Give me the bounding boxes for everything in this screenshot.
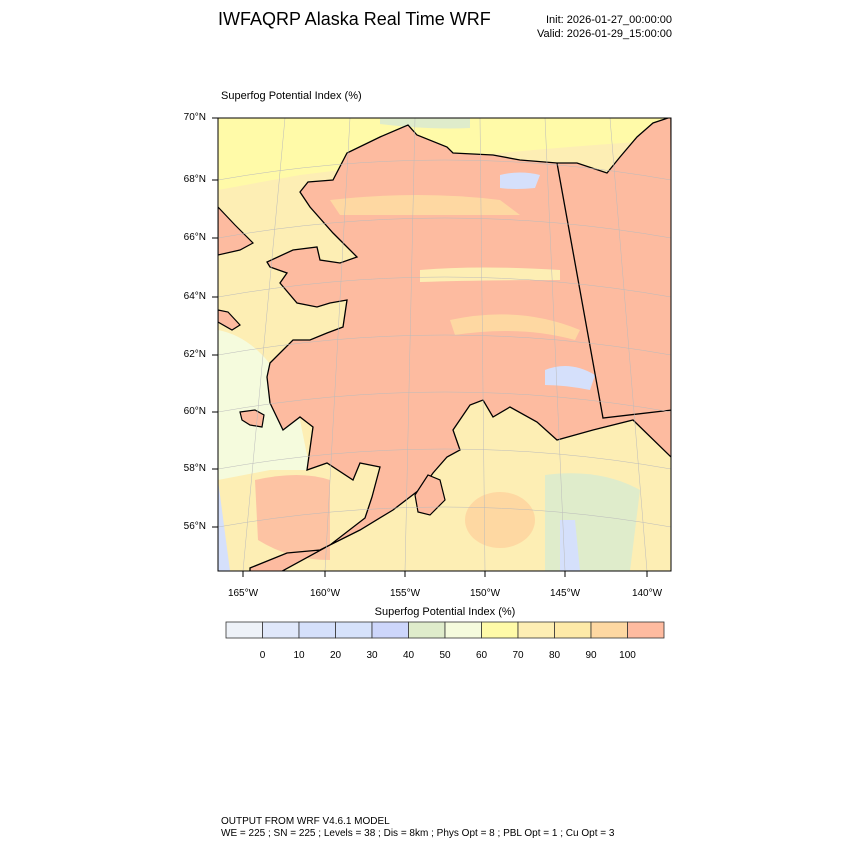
lat-label: 68°N (183, 174, 206, 185)
low-patch (218, 480, 230, 571)
colorbar-label: 80 (548, 650, 561, 661)
lat-label: 58°N (183, 463, 206, 474)
colorbar-swatch (371, 621, 409, 639)
alaska-land (249, 118, 671, 571)
lon-label: 165°W (227, 588, 259, 599)
init-time: Init: 2026-01-27_00:00:00 (546, 14, 672, 26)
gulf-mid-patch (545, 473, 640, 571)
colorbar-label: 50 (439, 650, 451, 661)
kodiak-island (414, 474, 446, 516)
footer-line-2: WE = 225 ; SN = 225 ; Levels = 38 ; Dis … (221, 828, 615, 839)
colorbar-swatch (554, 621, 592, 639)
colorbar-label: 90 (585, 650, 597, 661)
colorbar-label: 70 (512, 650, 524, 661)
gulf-low-patch (560, 520, 580, 571)
lon-label: 150°W (469, 588, 501, 599)
colorbar-title: Superfog Potential Index (%) (374, 606, 516, 618)
lat-label: 64°N (183, 291, 206, 302)
lat-label: 70°N (183, 112, 206, 123)
colorbar-label: 60 (475, 650, 488, 661)
colorbar-swatch (335, 621, 373, 639)
map-frame (217, 117, 672, 572)
land-moderate-band (330, 195, 520, 215)
colorbar-swatch (298, 621, 336, 639)
canada-border (556, 162, 671, 419)
copper-basin-low (545, 366, 595, 390)
lon-label: 145°W (549, 588, 581, 599)
lon-label: 140°W (631, 588, 663, 599)
lon-label: 160°W (309, 588, 341, 599)
colorbar-swatch (627, 621, 665, 639)
valid-time: Valid: 2026-01-29_15:00:00 (537, 28, 672, 40)
colorbar-label: 100 (619, 650, 636, 661)
colorbar-swatch (225, 621, 263, 639)
footer-line-1: OUTPUT FROM WRF V4.6.1 MODEL (221, 816, 390, 827)
bering-light-patch (218, 330, 310, 480)
lat-label: 62°N (183, 349, 206, 360)
graticule (218, 118, 671, 571)
colorbar-swatch (517, 621, 555, 639)
lat-label: 56°N (183, 521, 206, 532)
land-band-2 (450, 314, 580, 340)
lon-label: 155°W (389, 588, 421, 599)
colorbar-swatch (590, 621, 628, 639)
colorbar-swatch (481, 621, 519, 639)
colorbar-label: 10 (293, 650, 305, 661)
field-title: Superfog Potential Index (%) (221, 90, 362, 102)
colorbar (225, 621, 665, 639)
colorbar-swatch (262, 621, 300, 639)
colorbar-label: 30 (366, 650, 378, 661)
lat-label: 60°N (183, 406, 206, 417)
bering-high-patch (255, 475, 330, 560)
plot-title: IWFAQRP Alaska Real Time WRF (218, 9, 491, 29)
brooks-low (500, 172, 540, 189)
colorbar-label: 40 (402, 650, 415, 661)
colorbar-label: 0 (259, 650, 266, 661)
colorbar-label: 20 (329, 650, 342, 661)
run-times: Init: 2026-01-27_00:00:00 Valid: 2026-01… (537, 13, 672, 41)
nunivak-island (239, 409, 265, 428)
axis-ticks (212, 117, 648, 577)
yukon-band (420, 267, 560, 282)
lat-label: 66°N (183, 232, 206, 243)
chukotka-land (218, 206, 254, 256)
model-info: OUTPUT FROM WRF V4.6.1 MODEL WE = 225 ; … (221, 816, 614, 840)
colorbar-swatch (444, 621, 482, 639)
mid-patch (380, 118, 470, 129)
gulf-eddy (465, 492, 535, 548)
colorbar-swatch (408, 621, 446, 639)
st-lawrence-island (218, 309, 241, 331)
